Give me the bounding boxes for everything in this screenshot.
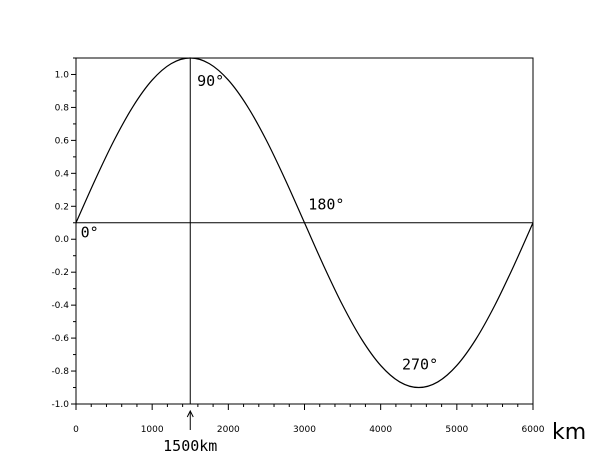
annotation-label: 1500km	[163, 437, 217, 455]
y-tick-label: -1.0	[51, 400, 69, 410]
annotation-label: 180°	[308, 196, 344, 214]
x-tick-label: 5000	[445, 425, 468, 435]
x-unit-label: km	[552, 420, 586, 445]
x-tick-label: 4000	[369, 425, 392, 435]
x-tick-label: 3000	[293, 425, 316, 435]
y-tick-label: 1.0	[55, 70, 70, 80]
y-tick-label: -0.6	[51, 334, 69, 344]
y-tick-label: -0.8	[51, 367, 69, 377]
annotation-label: 270°	[402, 355, 438, 373]
annotation-label: 0°	[81, 224, 99, 242]
x-tick-label: 0	[73, 425, 79, 435]
x-tick-label: 1000	[141, 425, 164, 435]
y-tick-label: -0.4	[51, 301, 69, 311]
x-tick-label: 6000	[522, 425, 545, 435]
y-tick-label: 0.6	[55, 136, 70, 146]
pointer-arrow-head	[186, 409, 194, 418]
x-tick-label: 2000	[217, 425, 240, 435]
y-tick-label: 0.4	[55, 169, 70, 179]
y-tick-label: 0.2	[55, 202, 69, 212]
y-tick-label: 0.8	[55, 103, 70, 113]
y-tick-label: -0.2	[51, 268, 69, 278]
annotation-label: 90°	[197, 72, 224, 90]
plot-frame	[75, 57, 534, 405]
y-tick-label: 0.0	[55, 235, 70, 245]
series-line	[75, 57, 534, 389]
